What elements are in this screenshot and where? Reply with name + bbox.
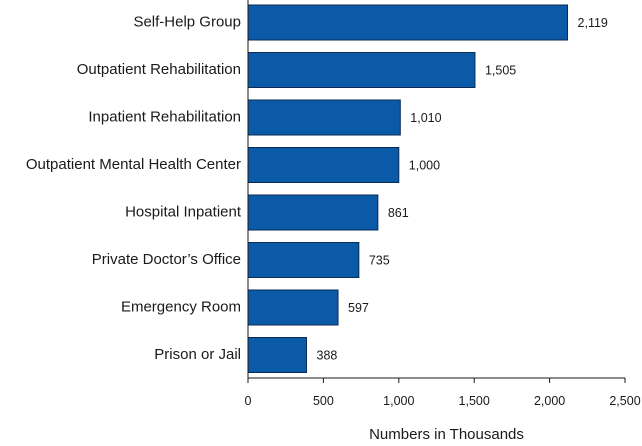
- x-ticks-group: 0 500 1,000 1,500 2,000 2,500: [245, 378, 641, 408]
- category-label: Inpatient Rehabilitation: [88, 108, 241, 125]
- bar: [247, 194, 379, 231]
- bar: [247, 99, 401, 136]
- category-label: Private Doctor’s Office: [92, 251, 241, 268]
- category-label: Hospital Inpatient: [125, 203, 242, 220]
- category-label: Prison or Jail: [154, 346, 241, 363]
- value-labels-group: 2,119 1,505 1,010 1,000 861 735 597 388: [317, 16, 608, 363]
- category-label: Outpatient Rehabilitation: [77, 61, 241, 78]
- x-tick-label: 0: [245, 394, 252, 408]
- x-axis-title: Numbers in Thousands: [369, 426, 524, 443]
- bar: [247, 52, 476, 88]
- bar: [247, 289, 339, 326]
- value-label: 1,010: [410, 111, 441, 125]
- bar: [247, 147, 400, 183]
- category-labels-group: Self-Help Group Outpatient Rehabilitation…: [26, 13, 242, 363]
- category-label: Outpatient Mental Health Center: [26, 156, 241, 173]
- x-tick-label: 2,500: [609, 394, 640, 408]
- value-label: 597: [348, 301, 369, 315]
- x-tick-label: 1,000: [383, 394, 414, 408]
- category-label: Emergency Room: [121, 298, 241, 315]
- value-label: 1,000: [409, 158, 440, 172]
- value-label: 1,505: [485, 63, 516, 77]
- value-label: 388: [317, 348, 338, 362]
- bar: [247, 4, 569, 41]
- value-label: 2,119: [578, 16, 608, 30]
- x-tick-label: 2,000: [534, 394, 565, 408]
- bars-group: [247, 4, 569, 373]
- x-tick-label: 1,500: [459, 394, 490, 408]
- x-tick-label: 500: [313, 394, 334, 408]
- bar: [247, 337, 308, 373]
- value-label: 735: [369, 253, 390, 267]
- category-label: Self-Help Group: [133, 13, 241, 30]
- value-label: 861: [388, 206, 409, 220]
- bar: [247, 242, 360, 278]
